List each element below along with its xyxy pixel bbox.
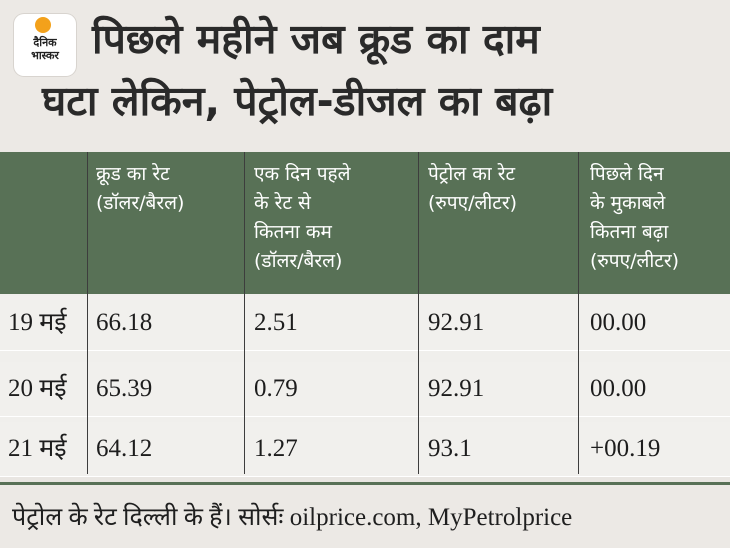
header-cell-petrol-rise: पिछले दिन के मुकाबले कितना बढ़ा (रुपए/ली… (590, 163, 680, 272)
table-row: 20 मई 65.39 0.79 92.91 00.00 (0, 362, 730, 417)
header-cell-crude-drop: एक दिन पहले के रेट से कितना कम (डॉलर/बैर… (254, 163, 351, 272)
cell-crude: 66.18 (96, 309, 153, 336)
column-divider (87, 152, 88, 474)
header-cell-crude-rate: क्रूड का रेट (डॉलर/बैरल) (96, 163, 185, 214)
header-cell-petrol-rate: पेट्रोल का रेट (रुपए/लीटर) (428, 163, 518, 214)
brand-logo: दैनिक भास्कर (14, 14, 76, 76)
footer: पेट्रोल के रेट दिल्ली के हैं। सोर्सः oil… (0, 482, 730, 548)
cell-drop: 1.27 (254, 435, 298, 462)
column-divider (244, 152, 245, 474)
cell-rise: +00.19 (590, 435, 661, 462)
header: दैनिक भास्कर पिछले महीने जब क्रूड का दाम… (0, 0, 730, 152)
brand-logo-text: दैनिक भास्कर (31, 36, 59, 62)
table-row: 21 मई 64.12 1.27 93.1 +00.19 (0, 422, 730, 477)
column-divider (418, 152, 419, 474)
table-header: क्रूड का रेट (डॉलर/बैरल) एक दिन पहले के … (0, 152, 730, 294)
cell-petrol: 92.91 (428, 375, 485, 402)
cell-date: 20 मई (8, 375, 67, 402)
page-title: पिछले महीने जब क्रूड का दाम घटा लेकिन, प… (42, 8, 722, 132)
column-divider (578, 152, 579, 474)
cell-petrol: 93.1 (428, 435, 472, 462)
price-table: क्रूड का रेट (डॉलर/बैरल) एक दिन पहले के … (0, 152, 730, 477)
cell-crude: 64.12 (96, 435, 153, 462)
sun-icon (35, 17, 51, 33)
cell-rise: 00.00 (590, 375, 647, 402)
cell-drop: 0.79 (254, 375, 298, 402)
cell-drop: 2.51 (254, 309, 298, 336)
title-line-1: पिछले महीने जब क्रूड का दाम (92, 15, 540, 63)
cell-date: 19 मई (8, 309, 67, 336)
cell-rise: 00.00 (590, 309, 647, 336)
cell-date: 21 मई (8, 435, 67, 462)
table-row: 19 मई 66.18 2.51 92.91 00.00 (0, 296, 730, 351)
title-line-2: घटा लेकिन, पेट्रोल-डीजल का बढ़ा (42, 77, 553, 125)
footer-divider (0, 482, 730, 485)
cell-petrol: 92.91 (428, 309, 485, 336)
cell-crude: 65.39 (96, 375, 153, 402)
source-note: पेट्रोल के रेट दिल्ली के हैं। सोर्सः oil… (12, 504, 573, 531)
